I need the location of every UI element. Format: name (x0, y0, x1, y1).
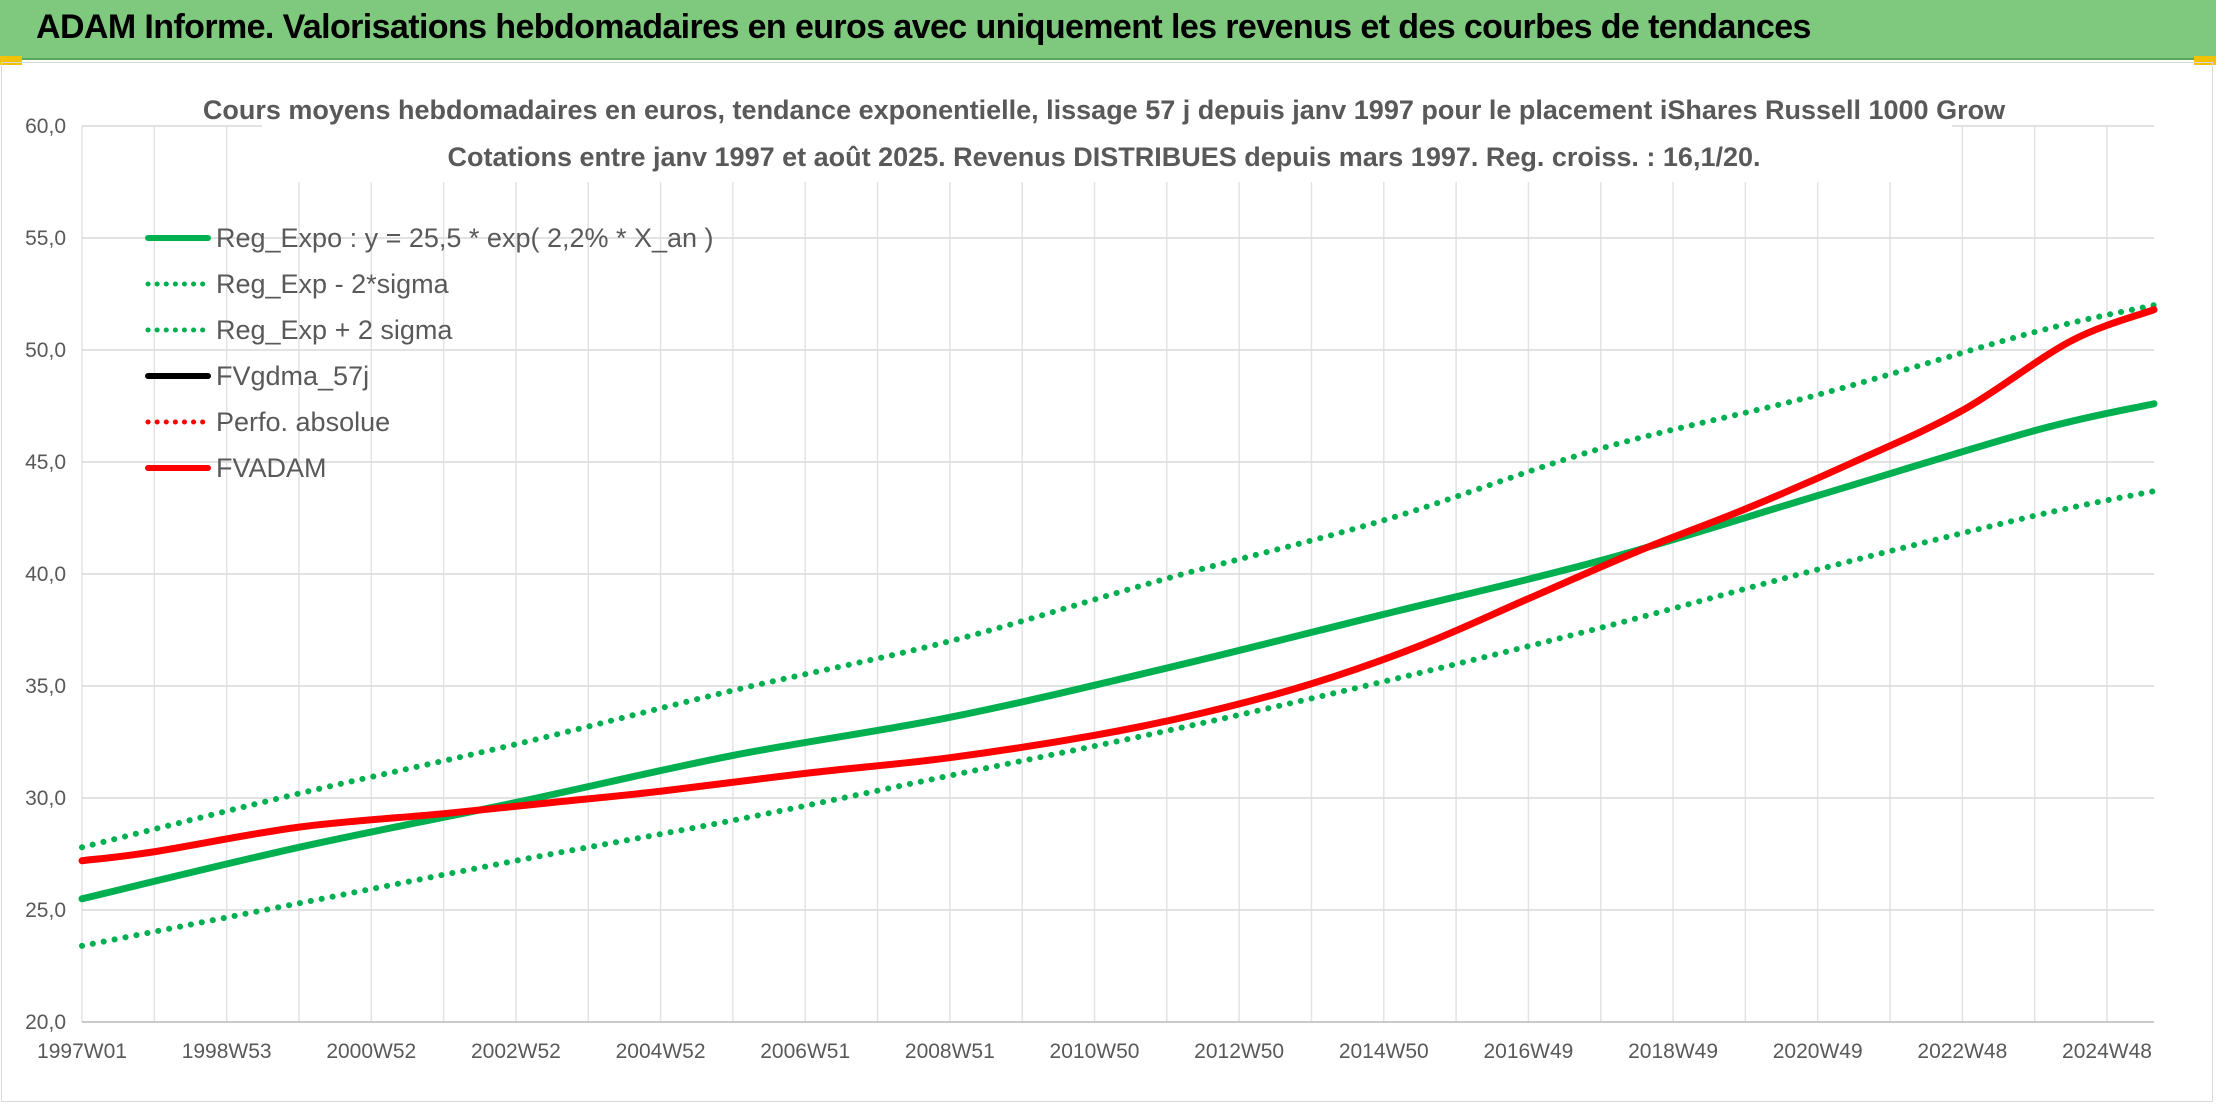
corner-marker-left (0, 56, 22, 65)
x-tick-label: 1997W01 (37, 1040, 127, 1063)
y-tick-label: 40,0 (25, 563, 66, 586)
legend-label: Reg_Expo : y = 25,5 * exp( 2,2% * X_an ) (216, 223, 714, 253)
x-tick-label: 2018W49 (1628, 1040, 1718, 1063)
y-tick-label: 60,0 (25, 115, 66, 138)
chart-title-block: Cours moyens hebdomadaires en euros, ten… (203, 84, 2006, 182)
x-tick-label: 1998W53 (182, 1040, 272, 1063)
report-title: ADAM Informe. Valorisations hebdomadaire… (36, 8, 1811, 46)
chart-title: Cours moyens hebdomadaires en euros, ten… (203, 95, 2006, 125)
y-tick-label: 55,0 (25, 227, 66, 250)
series-line-reg-exp-2-sigma-1 (79, 488, 2157, 949)
corner-marker-right (2194, 56, 2216, 65)
legend-label: Perfo. absolue (216, 407, 390, 437)
y-tick-label: 20,0 (25, 1011, 66, 1034)
x-tick-label: 2022W48 (1917, 1040, 2007, 1063)
x-tick-label: 2002W52 (471, 1040, 561, 1063)
chart-frame (1, 62, 2213, 1102)
title-banner: ADAM Informe. Valorisations hebdomadaire… (0, 0, 2216, 60)
chart-title-background (262, 84, 1952, 182)
legend-label: Reg_Exp - 2*sigma (216, 269, 450, 299)
y-tick-label: 30,0 (25, 787, 66, 810)
y-tick-label: 50,0 (25, 339, 66, 362)
x-tick-label: 2004W52 (616, 1040, 706, 1063)
x-tick-label: 2014W50 (1339, 1040, 1429, 1063)
x-tick-label: 2016W49 (1483, 1040, 1573, 1063)
legend-label: Reg_Exp + 2 sigma (216, 315, 453, 345)
x-tick-label: 2024W48 (2062, 1040, 2152, 1063)
legend-label: FVgdma_57j (216, 361, 369, 391)
series-line-reg-exp-2-sigma-2 (79, 302, 2157, 851)
x-tick-label: 2020W49 (1773, 1040, 1863, 1063)
x-tick-label: 2008W51 (905, 1040, 995, 1063)
axis-tick-labels: 20,0 25,0 30,0 35,0 40,0 45,0 50,0 55,0 60,0 1997… (25, 115, 2154, 1063)
data-series (78, 302, 2158, 949)
x-tick-label: 2012W50 (1194, 1040, 1284, 1063)
legend-label: FVADAM (216, 453, 327, 483)
series-line-fvadam-5 (78, 306, 2158, 865)
x-tick-label: 2000W52 (326, 1040, 416, 1063)
y-tick-label: 35,0 (25, 675, 66, 698)
y-tick-label: 25,0 (25, 899, 66, 922)
x-tick-label: 2006W51 (760, 1040, 850, 1063)
legend: Reg_Expo : y = 25,5 * exp( 2,2% * X_an )… (145, 223, 714, 483)
x-tick-label: 2010W50 (1050, 1040, 1140, 1063)
chart-subtitle: Cotations entre janv 1997 et août 2025. … (447, 142, 1760, 172)
y-tick-label: 45,0 (25, 451, 66, 474)
